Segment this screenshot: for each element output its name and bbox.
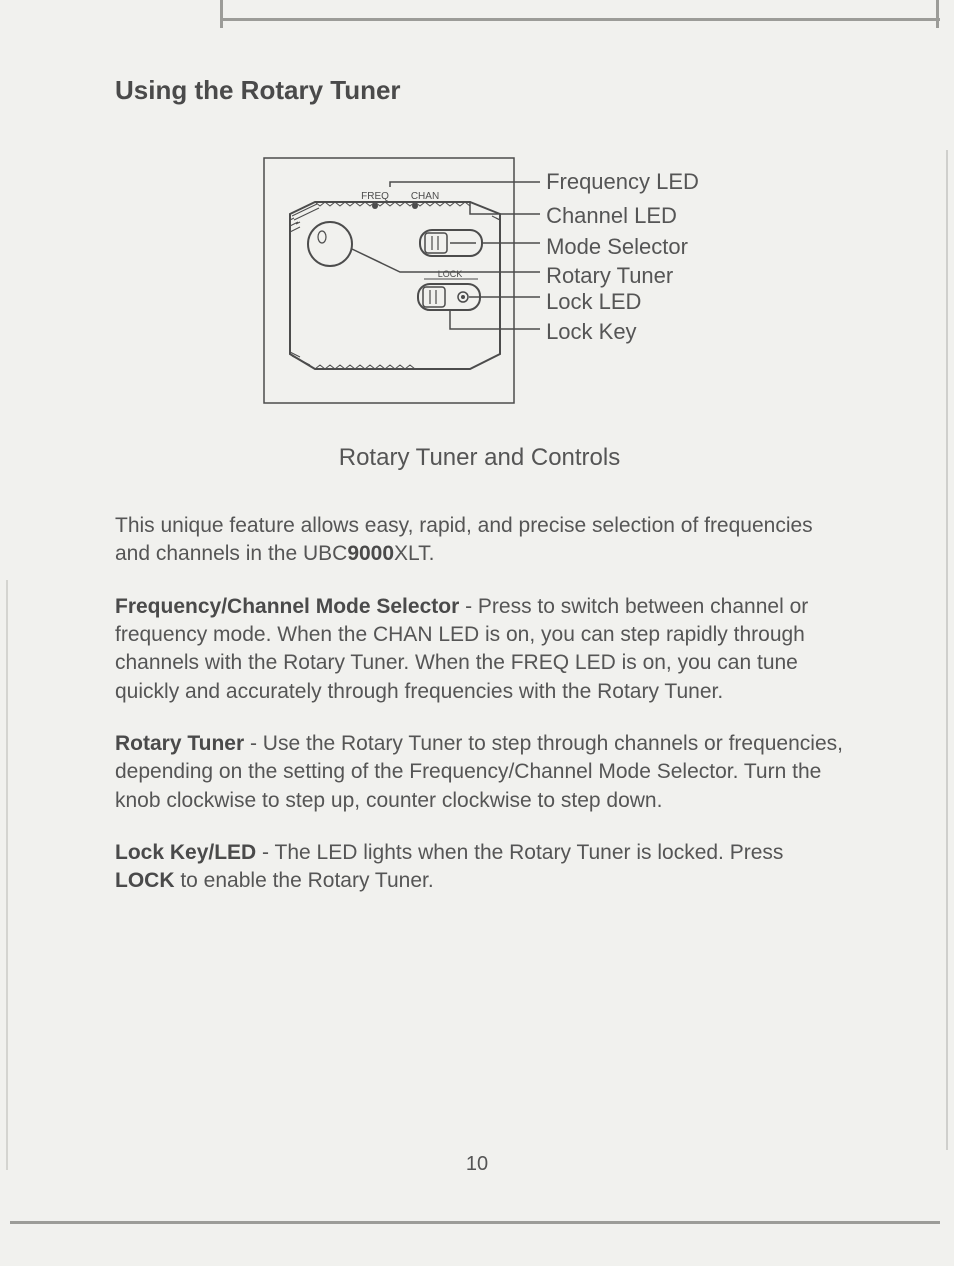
chan-label: CHAN: [411, 191, 439, 202]
p2-lead: Frequency/Channel Mode Selector: [115, 595, 459, 618]
rotary-tuner-paragraph: Rotary Tuner - Use the Rotary Tuner to s…: [115, 730, 844, 815]
crop-mark-tick: [936, 0, 939, 28]
lock-key-paragraph: Lock Key/LED - The LED lights when the R…: [115, 839, 844, 896]
lock-text-label: LOCK: [438, 269, 463, 279]
intro-text-b: XLT.: [394, 542, 434, 565]
freq-label: FREQ: [361, 191, 389, 202]
figure-caption: Rotary Tuner and Controls: [339, 444, 620, 472]
rotary-knob: [308, 222, 352, 266]
crop-mark-top: [220, 18, 940, 21]
callout-mode-selector: Mode Selector: [546, 232, 699, 261]
p3-lead: Rotary Tuner: [115, 732, 244, 755]
manual-page: Using the Rotary Tuner: [0, 0, 954, 1266]
p4-body-a: - The LED lights when the Rotary Tuner i…: [256, 841, 783, 864]
freq-led-dot: [372, 203, 378, 209]
page-number: 10: [0, 1153, 954, 1176]
callout-channel-led: Channel LED: [546, 200, 699, 232]
intro-paragraph: This unique feature allows easy, rapid, …: [115, 512, 844, 569]
p4-lock-bold: LOCK: [115, 869, 175, 892]
rotary-tuner-diagram: FREQ CHAN LOCK: [260, 154, 540, 414]
chan-led-dot: [412, 203, 418, 209]
page-edge: [6, 580, 8, 1170]
section-heading: Using the Rotary Tuner: [115, 75, 844, 106]
callout-rotary-tuner: Rotary Tuner: [546, 261, 699, 290]
intro-model-bold: 9000: [347, 542, 394, 565]
callout-lock-key: Lock Key: [546, 318, 699, 346]
intro-text-a: This unique feature allows easy, rapid, …: [115, 514, 813, 565]
p4-lead: Lock Key/LED: [115, 841, 256, 864]
callout-lock-led: Lock LED: [546, 288, 699, 316]
callout-column: Frequency LED Channel LED Mode Selector …: [540, 154, 699, 346]
mode-selector-paragraph: Frequency/Channel Mode Selector - Press …: [115, 593, 844, 706]
crop-mark-bottom: [10, 1221, 940, 1224]
figure-container: FREQ CHAN LOCK: [115, 154, 844, 472]
rotary-tuner-figure: FREQ CHAN LOCK: [260, 154, 699, 414]
callout-frequency-led: Frequency LED: [546, 168, 699, 196]
page-edge: [946, 150, 948, 1150]
p4-body-b: to enable the Rotary Tuner.: [175, 869, 434, 892]
crop-mark-tick: [220, 0, 223, 28]
